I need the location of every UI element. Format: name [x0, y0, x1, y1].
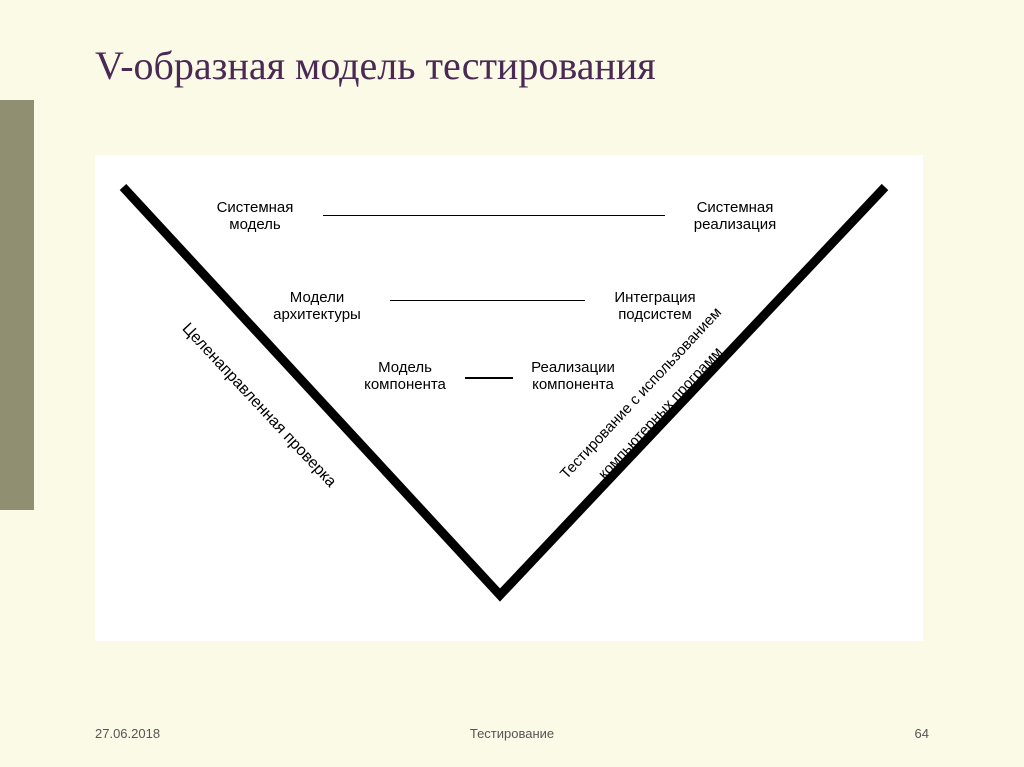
- accent-bar: [0, 100, 34, 510]
- pair-0-right-label: Системнаяреализация: [670, 199, 800, 234]
- slide-footer: 27.06.2018 Тестирование 64: [0, 719, 1024, 741]
- pair-1-connector: [390, 300, 585, 301]
- v-model-diagram: Системнаямодель Системнаяреализация Модели…: [95, 155, 923, 641]
- footer-page: 64: [915, 726, 929, 741]
- pair-2-connector: [465, 377, 513, 379]
- slide-title: V-образная модель тестирования: [95, 42, 984, 89]
- pair-1-left-label: Моделиархитектуры: [252, 289, 382, 324]
- pair-2-right-label: Реализациикомпонента: [508, 359, 638, 394]
- pair-2-left-label: Моделькомпонента: [340, 359, 470, 394]
- pair-0-connector: [323, 215, 665, 216]
- footer-center: Тестирование: [0, 726, 1024, 741]
- slide: V-образная модель тестирования Системная…: [0, 0, 1024, 767]
- pair-0-left-label: Системнаямодель: [195, 199, 315, 234]
